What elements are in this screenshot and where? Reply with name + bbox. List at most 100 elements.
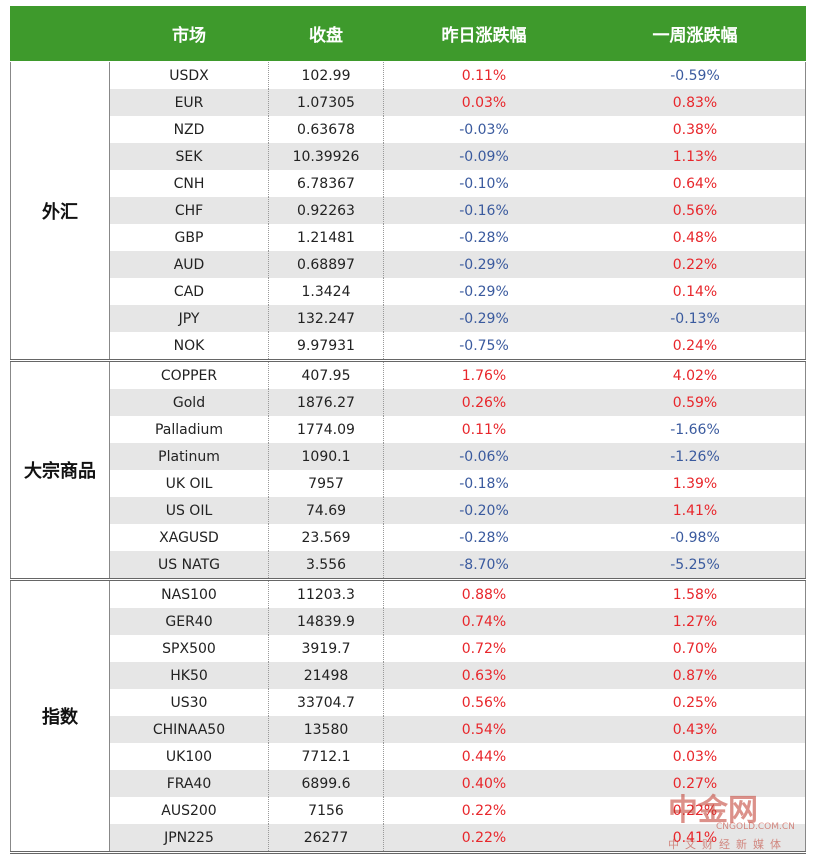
table-cell: 0.44% bbox=[461, 748, 507, 765]
table-cell: CHF bbox=[174, 202, 204, 219]
table-cell: 23.569 bbox=[268, 524, 384, 551]
table-cell: 10.39926 bbox=[268, 143, 384, 170]
table-cell: -0.18% bbox=[459, 475, 509, 492]
group-frame bbox=[10, 581, 806, 851]
table-cell: FRA40 bbox=[166, 775, 212, 792]
table-cell: 0.56% bbox=[461, 694, 507, 711]
table-cell: 6899.6 bbox=[268, 770, 384, 797]
table-cell: 11203.3 bbox=[268, 581, 384, 608]
table-cell: 7712.1 bbox=[268, 743, 384, 770]
table-cell: -0.13% bbox=[670, 310, 720, 327]
row-shade bbox=[110, 197, 806, 224]
table-cell: 1774.09 bbox=[268, 416, 384, 443]
row-shade bbox=[110, 143, 806, 170]
table-cell: 1.76% bbox=[461, 367, 507, 384]
table-cell: UK OIL bbox=[165, 475, 213, 492]
table-cell: 4.02% bbox=[672, 367, 718, 384]
table-cell: 0.11% bbox=[461, 421, 507, 438]
header-cell: 一周涨跌幅 bbox=[584, 6, 806, 61]
table-cell: -0.28% bbox=[459, 229, 509, 246]
table-cell: 26277 bbox=[268, 824, 384, 851]
table-cell: -0.16% bbox=[459, 202, 509, 219]
table-cell: 7957 bbox=[268, 470, 384, 497]
table-cell: 0.87% bbox=[672, 667, 718, 684]
table-cell: 74.69 bbox=[268, 497, 384, 524]
group-divider bbox=[10, 359, 806, 362]
watermark-slogan: 中文财经新媒体 bbox=[668, 838, 787, 851]
row-shade bbox=[110, 389, 806, 416]
table-cell: 0.24% bbox=[672, 337, 718, 354]
table-cell: AUD bbox=[173, 256, 205, 273]
table-cell: -0.29% bbox=[459, 256, 509, 273]
table-cell: JPN225 bbox=[164, 829, 214, 846]
table-cell: 1.27% bbox=[672, 613, 718, 630]
group-divider bbox=[10, 578, 806, 581]
table-cell: -1.66% bbox=[670, 421, 720, 438]
table-cell: 0.72% bbox=[461, 640, 507, 657]
row-shade bbox=[110, 770, 806, 797]
table-cell: 0.54% bbox=[461, 721, 507, 738]
table-cell: CAD bbox=[173, 283, 205, 300]
table-cell: -0.98% bbox=[670, 529, 720, 546]
table-cell: 0.41% bbox=[672, 829, 718, 846]
row-shade bbox=[110, 89, 806, 116]
table-cell: 0.59% bbox=[672, 394, 718, 411]
table-cell: -8.70% bbox=[459, 556, 509, 573]
row-shade bbox=[110, 716, 806, 743]
table-cell: 0.83% bbox=[672, 94, 718, 111]
table-cell: 1.21481 bbox=[268, 224, 384, 251]
table-cell: -1.26% bbox=[670, 448, 720, 465]
table-cell: -0.10% bbox=[459, 175, 509, 192]
table-cell: 1.41% bbox=[672, 502, 718, 519]
table-cell: HK50 bbox=[170, 667, 208, 684]
table-cell: 0.22% bbox=[672, 256, 718, 273]
row-shade bbox=[110, 824, 806, 851]
table-cell: 0.38% bbox=[672, 121, 718, 138]
table-cell: 1.3424 bbox=[268, 278, 384, 305]
table-cell: SPX500 bbox=[162, 640, 216, 657]
table-cell: 0.74% bbox=[461, 613, 507, 630]
table-cell: -0.06% bbox=[459, 448, 509, 465]
table-cell: JPY bbox=[178, 310, 200, 327]
table-cell: 0.48% bbox=[672, 229, 718, 246]
table-cell: 0.27% bbox=[672, 775, 718, 792]
table-cell: 1876.27 bbox=[268, 389, 384, 416]
row-shade bbox=[110, 608, 806, 635]
table-cell: US30 bbox=[170, 694, 208, 711]
table-cell: 3919.7 bbox=[268, 635, 384, 662]
watermark-site: CNGOLD.COM.CN bbox=[716, 822, 795, 832]
table-cell: Gold bbox=[172, 394, 206, 411]
row-shade bbox=[110, 662, 806, 689]
table-cell: 1.13% bbox=[672, 148, 718, 165]
table-cell: -0.29% bbox=[459, 310, 509, 327]
table-cell: 13580 bbox=[268, 716, 384, 743]
group-label: 外汇 bbox=[10, 62, 110, 359]
table-cell: 0.56% bbox=[672, 202, 718, 219]
row-shade bbox=[110, 497, 806, 524]
table-cell: 0.64% bbox=[672, 175, 718, 192]
table-cell: GER40 bbox=[165, 613, 213, 630]
table-cell: NAS100 bbox=[161, 586, 217, 603]
row-shade bbox=[110, 443, 806, 470]
header-cell: 收盘 bbox=[268, 6, 384, 61]
table-cell: COPPER bbox=[160, 367, 218, 384]
table-cell: NOK bbox=[173, 337, 205, 354]
table-cell: 0.03% bbox=[461, 94, 507, 111]
table-cell: US OIL bbox=[165, 502, 213, 519]
row-shade bbox=[110, 305, 806, 332]
table-cell: -0.09% bbox=[459, 148, 509, 165]
table-cell: USDX bbox=[169, 67, 209, 84]
table-cell: 0.70% bbox=[672, 640, 718, 657]
table-cell: 9.97931 bbox=[268, 332, 384, 359]
table-cell: 21498 bbox=[268, 662, 384, 689]
row-shade bbox=[110, 551, 806, 578]
table-cell: -0.28% bbox=[459, 529, 509, 546]
table-cell: 1.07305 bbox=[268, 89, 384, 116]
table-cell: 1.39% bbox=[672, 475, 718, 492]
table-cell: XAGUSD bbox=[159, 529, 219, 546]
watermark-name: 中金网 bbox=[668, 793, 758, 828]
table-cell: 0.03% bbox=[672, 748, 718, 765]
table-cell: 0.68897 bbox=[268, 251, 384, 278]
row-shade bbox=[110, 251, 806, 278]
